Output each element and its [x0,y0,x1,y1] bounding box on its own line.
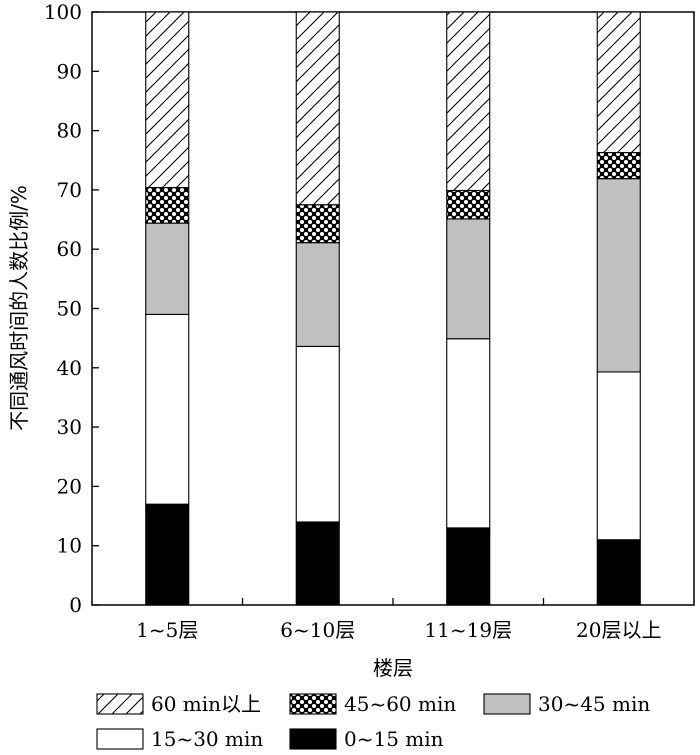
y-tick-label: 20 [57,474,82,498]
legend-swatch [96,728,144,750]
bar-segment [145,222,190,315]
bar-segment [295,242,340,348]
bar-segment [596,11,641,154]
legend-label: 60 min以上 [151,692,261,716]
x-tick-label: 20层以上 [576,618,661,642]
legend-label: 45~60 min [344,692,456,716]
bar-segment [596,178,641,373]
x-axis-title: 楼层 [373,656,413,680]
legend-label: 30~45 min [538,692,650,716]
y-tick-label: 60 [57,237,82,261]
legend-swatch [483,693,531,715]
bar-segment [295,11,340,206]
bar-segment [145,503,190,606]
bar-segment [295,204,340,244]
y-axis-title: 不同通风时间的人数比例/% [7,185,31,431]
bar-segment [446,338,491,529]
y-tick-label: 10 [57,534,82,558]
bar-segment [596,539,641,606]
bar-segment [446,527,491,606]
bar-segment [446,218,491,340]
x-tick-label: 6~10层 [280,618,355,642]
bar-segment [596,151,641,180]
bar-segment [596,371,641,541]
y-tick-label: 30 [57,415,82,439]
y-tick-label: 100 [44,0,82,24]
legend-swatch [289,728,337,750]
y-axis: 0 10 20 30 40 50 60 70 80 90 100 [44,0,99,617]
y-tick-label: 50 [57,297,82,321]
x-tick-label: 1~5层 [136,618,198,642]
bar-segment [145,186,190,224]
y-tick-label: 70 [57,178,82,202]
bars-group [145,11,641,606]
legend-label: 15~30 min [151,727,263,751]
legend-label: 0~15 min [344,727,444,751]
bar-segment [446,11,491,192]
bar-segment [446,189,491,220]
bar-segment [295,521,340,606]
legend-swatch [96,693,144,715]
bar-segment [145,313,190,505]
bar-segment [295,345,340,523]
y-tick-label: 0 [69,593,82,617]
x-tick-label: 11~19层 [424,618,512,642]
legend-swatch [289,693,337,715]
y-tick-label: 90 [57,59,82,83]
y-tick-label: 80 [57,119,82,143]
bar-segment [145,11,190,189]
legend: 60 min以上 45~60 min 30~45 min 15~30 min 0~15 … [96,692,650,751]
y-tick-label: 40 [57,356,82,380]
